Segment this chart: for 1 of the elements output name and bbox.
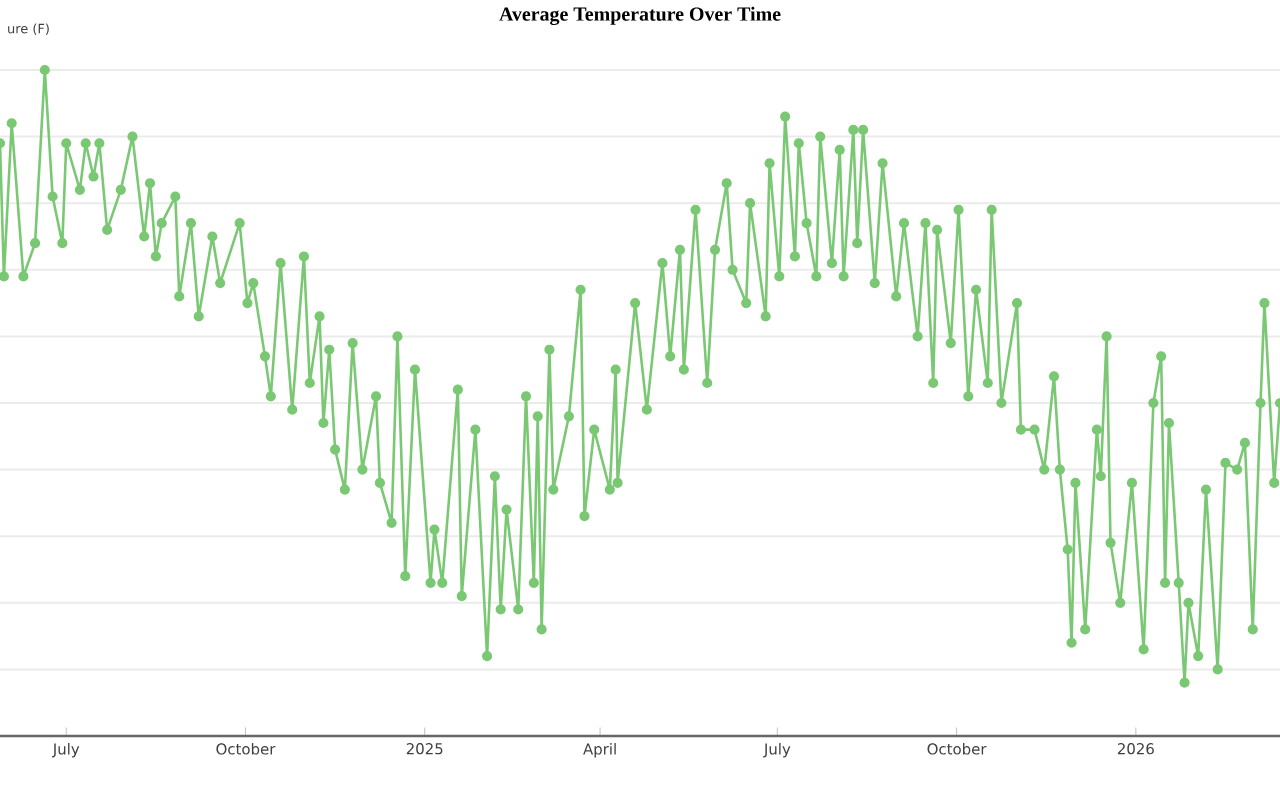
chart-title: Average Temperature Over Time bbox=[499, 6, 781, 26]
